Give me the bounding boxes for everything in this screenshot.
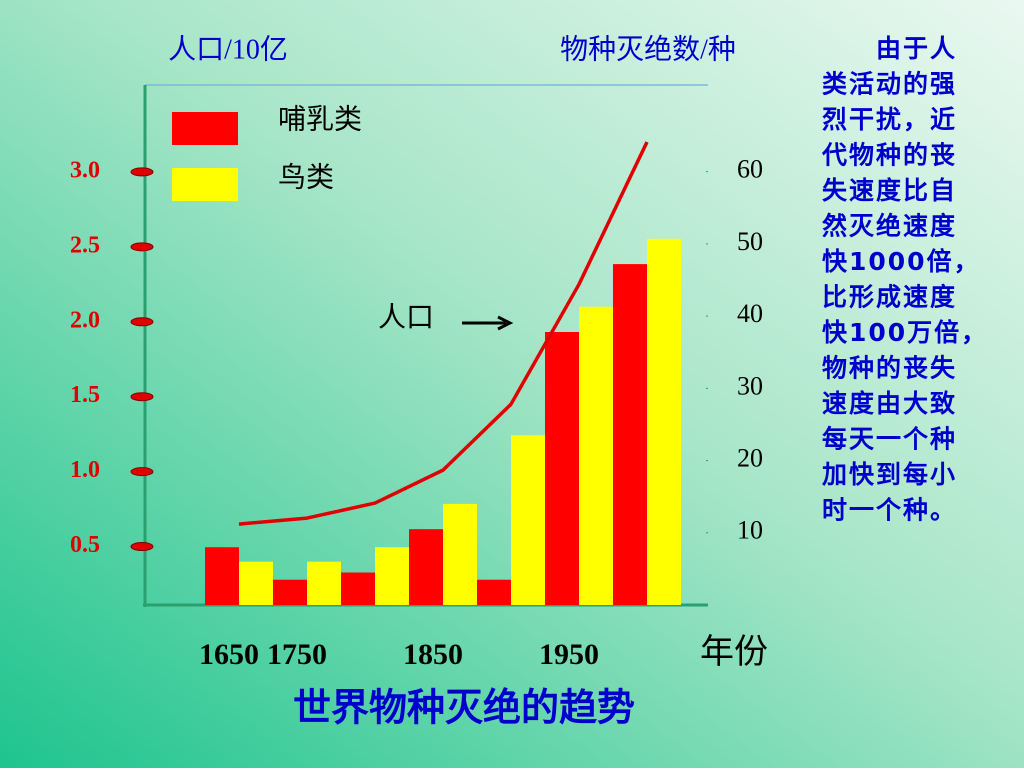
y-tick-label: 1.0: [70, 457, 100, 483]
y2-tick-label: 20: [737, 444, 763, 473]
bar: [579, 306, 613, 605]
bar: [205, 547, 239, 605]
note-line: 失速度比自: [822, 176, 957, 205]
y-tick-mark: [130, 317, 154, 327]
y2-tick-label: 40: [737, 299, 763, 328]
y-tick-mark: [130, 392, 154, 402]
note-line: 快100万倍，: [822, 318, 988, 347]
note-line: 每天一个种: [822, 425, 957, 454]
bar: [613, 264, 647, 605]
bar: [341, 572, 375, 605]
note-line: 由于人: [876, 34, 957, 63]
note-line: 烈干扰，近: [822, 105, 957, 134]
bar: [443, 503, 477, 605]
x-tick-label: 1650: [199, 638, 259, 671]
x-axis-title: 年份: [700, 633, 768, 671]
bar: [511, 435, 545, 605]
population-line: [238, 141, 649, 526]
bar: [545, 332, 579, 605]
x-tick-label: 1950: [539, 638, 599, 671]
bar: [375, 547, 409, 605]
y-axis-title: 人口/10亿: [168, 33, 288, 65]
y-tick-label: 2.0: [70, 307, 100, 333]
y2-tick-label: 50: [737, 227, 763, 256]
y-tick-label: 0.5: [70, 532, 100, 558]
y-tick-label: 2.5: [70, 232, 100, 258]
legend-swatch: [172, 112, 238, 145]
note-line: 速度由大致: [822, 389, 957, 418]
annotation-arrow: [462, 315, 514, 331]
y2-axis-title: 物种灭绝数/种: [560, 33, 736, 65]
y2-tick-label: 60: [737, 155, 763, 184]
note-line: 比形成速度: [822, 283, 957, 312]
y2-tick-label: 10: [737, 516, 763, 545]
y-tick-label: 3.0: [70, 157, 100, 183]
bar: [477, 579, 511, 605]
note-line: 类活动的强: [822, 70, 957, 99]
note-line: 物种的丧失: [822, 354, 957, 383]
bar: [307, 561, 341, 605]
legend-swatch: [172, 168, 238, 201]
y-tick-mark: [130, 542, 154, 552]
note-line: 快1000倍，: [822, 247, 981, 276]
bar: [239, 561, 273, 605]
bar: [273, 579, 307, 605]
legend-label: 鸟类: [278, 161, 334, 193]
note-line: 然灭绝速度: [822, 212, 957, 241]
y-tick-mark: [130, 167, 154, 177]
note-line: 代物种的丧: [821, 141, 957, 170]
bar: [647, 238, 681, 606]
x-tick-label: 1750: [267, 638, 327, 671]
y-tick-label: 1.5: [70, 382, 100, 408]
bar: [409, 529, 443, 605]
line-label: 人口: [378, 302, 434, 333]
chart-title: 世界物种灭绝的趋势: [293, 687, 635, 730]
y-tick-mark: [130, 242, 154, 252]
note-line: 时一个种。: [822, 496, 957, 525]
y2-tick-label: 30: [737, 371, 763, 400]
y-tick-mark: [130, 467, 154, 477]
x-tick-label: 1850: [403, 638, 463, 671]
note-line: 加快到每小: [821, 460, 957, 489]
legend-label: 哺乳类: [278, 103, 362, 135]
